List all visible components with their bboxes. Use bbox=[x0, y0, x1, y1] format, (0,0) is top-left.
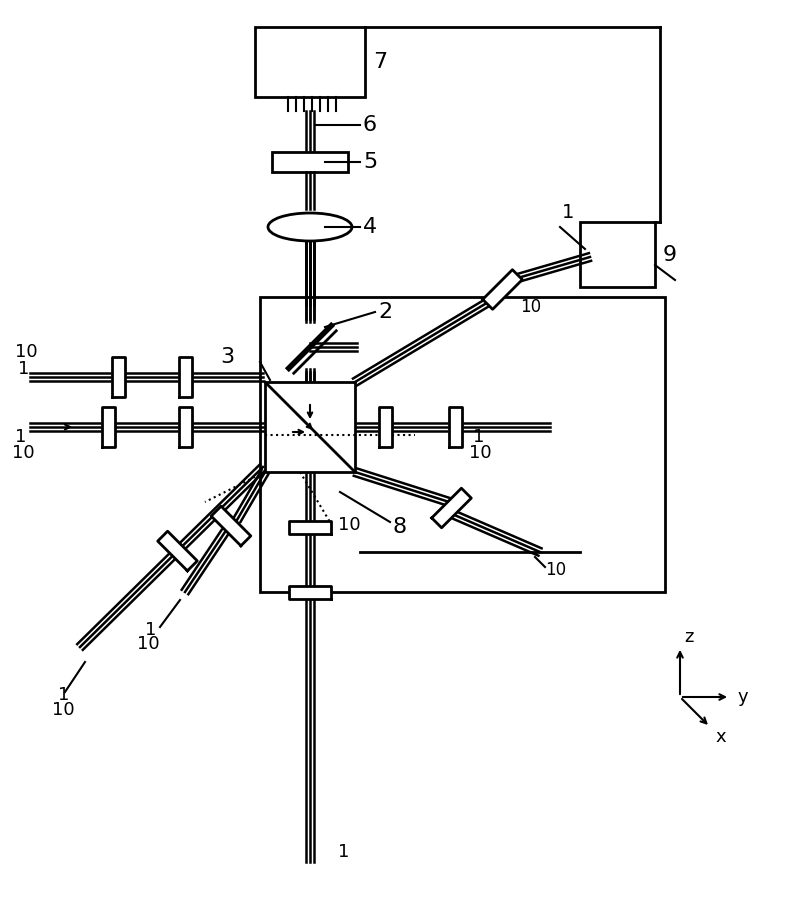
Bar bbox=[265, 382, 355, 472]
Text: 8: 8 bbox=[392, 517, 406, 537]
Text: 5: 5 bbox=[363, 152, 378, 172]
Ellipse shape bbox=[268, 213, 352, 241]
Text: 6: 6 bbox=[363, 115, 377, 135]
Polygon shape bbox=[289, 586, 331, 599]
Text: y: y bbox=[738, 688, 749, 706]
Text: 2: 2 bbox=[378, 302, 392, 322]
Polygon shape bbox=[158, 532, 198, 571]
Polygon shape bbox=[111, 357, 125, 397]
Bar bbox=[255, 27, 365, 97]
Text: 4: 4 bbox=[363, 217, 377, 237]
Bar bbox=[260, 297, 665, 592]
Polygon shape bbox=[378, 407, 391, 447]
Text: 10: 10 bbox=[137, 635, 160, 653]
Text: z: z bbox=[684, 628, 694, 646]
Polygon shape bbox=[211, 506, 250, 546]
Text: 10: 10 bbox=[12, 444, 34, 462]
Text: 1: 1 bbox=[58, 686, 70, 704]
Polygon shape bbox=[432, 488, 471, 528]
Polygon shape bbox=[178, 407, 191, 447]
Text: 10: 10 bbox=[52, 701, 74, 719]
Bar bbox=[272, 152, 348, 172]
Text: 1: 1 bbox=[18, 360, 30, 378]
Text: 1: 1 bbox=[145, 621, 156, 639]
Text: 3: 3 bbox=[220, 347, 234, 367]
Bar bbox=[580, 222, 655, 287]
Polygon shape bbox=[449, 407, 462, 447]
Text: 1: 1 bbox=[15, 428, 26, 446]
Text: x: x bbox=[715, 728, 726, 746]
Text: 10: 10 bbox=[469, 444, 492, 462]
Text: 10: 10 bbox=[15, 343, 38, 361]
Text: 1: 1 bbox=[562, 202, 574, 221]
Text: 10: 10 bbox=[521, 298, 542, 317]
Text: 9: 9 bbox=[663, 245, 677, 265]
Text: 1: 1 bbox=[338, 843, 350, 861]
Text: 1: 1 bbox=[473, 428, 484, 446]
Polygon shape bbox=[289, 521, 331, 533]
Polygon shape bbox=[482, 269, 522, 309]
Text: 7: 7 bbox=[373, 52, 387, 72]
Polygon shape bbox=[178, 357, 191, 397]
Polygon shape bbox=[102, 407, 114, 447]
Text: 10: 10 bbox=[545, 561, 566, 579]
Text: 10: 10 bbox=[338, 516, 361, 534]
